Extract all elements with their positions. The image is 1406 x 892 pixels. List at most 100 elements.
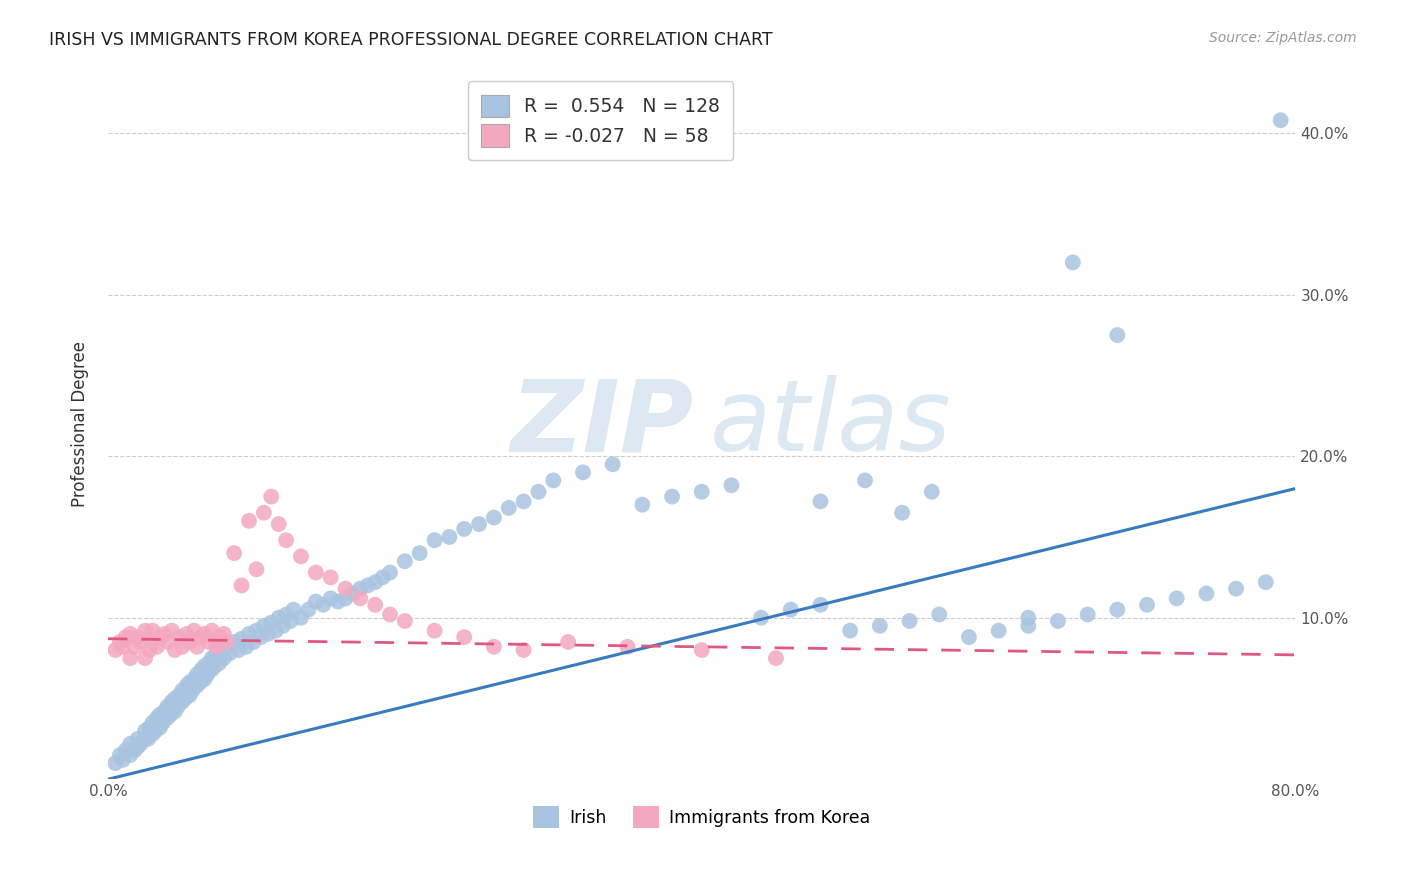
- Point: [186, 640, 208, 654]
- Point: [149, 630, 172, 644]
- Point: [190, 630, 212, 644]
- Point: [1270, 113, 1292, 128]
- Point: [167, 630, 190, 644]
- Point: [928, 607, 950, 622]
- Point: [205, 646, 228, 660]
- Point: [1107, 328, 1129, 343]
- Point: [267, 516, 290, 531]
- Point: [134, 624, 156, 638]
- Point: [134, 723, 156, 738]
- Point: [141, 715, 163, 730]
- Point: [364, 575, 387, 590]
- Point: [163, 691, 186, 706]
- Point: [349, 582, 371, 596]
- Point: [127, 630, 149, 644]
- Point: [160, 624, 183, 638]
- Point: [253, 619, 276, 633]
- Point: [557, 635, 579, 649]
- Point: [212, 651, 235, 665]
- Point: [238, 627, 260, 641]
- Point: [616, 640, 638, 654]
- Point: [267, 611, 290, 625]
- Point: [205, 640, 228, 654]
- Text: IRISH VS IMMIGRANTS FROM KOREA PROFESSIONAL DEGREE CORRELATION CHART: IRISH VS IMMIGRANTS FROM KOREA PROFESSIO…: [49, 31, 773, 49]
- Point: [810, 494, 832, 508]
- Point: [197, 667, 219, 681]
- Point: [1254, 575, 1277, 590]
- Point: [138, 643, 160, 657]
- Point: [1077, 607, 1099, 622]
- Text: ZIP: ZIP: [510, 376, 693, 473]
- Point: [921, 484, 943, 499]
- Point: [602, 457, 624, 471]
- Point: [839, 624, 862, 638]
- Point: [274, 607, 297, 622]
- Point: [179, 688, 201, 702]
- Point: [176, 679, 198, 693]
- Point: [319, 591, 342, 606]
- Point: [312, 598, 335, 612]
- Point: [174, 691, 197, 706]
- Text: atlas: atlas: [710, 376, 952, 473]
- Point: [260, 615, 283, 630]
- Point: [238, 514, 260, 528]
- Point: [869, 619, 891, 633]
- Point: [172, 640, 194, 654]
- Point: [153, 627, 176, 641]
- Point: [190, 662, 212, 676]
- Point: [198, 656, 221, 670]
- Point: [468, 516, 491, 531]
- Point: [810, 598, 832, 612]
- Point: [152, 715, 174, 730]
- Point: [224, 546, 246, 560]
- Point: [453, 630, 475, 644]
- Text: Source: ZipAtlas.com: Source: ZipAtlas.com: [1209, 31, 1357, 45]
- Point: [394, 614, 416, 628]
- Point: [166, 699, 188, 714]
- Point: [141, 727, 163, 741]
- Point: [231, 578, 253, 592]
- Point: [335, 582, 357, 596]
- Legend: Irish, Immigrants from Korea: Irish, Immigrants from Korea: [526, 799, 877, 835]
- Point: [204, 659, 226, 673]
- Point: [512, 643, 534, 657]
- Point: [149, 707, 172, 722]
- Y-axis label: Professional Degree: Professional Degree: [72, 341, 89, 507]
- Point: [957, 630, 980, 644]
- Point: [271, 619, 294, 633]
- Point: [423, 533, 446, 548]
- Point: [111, 640, 134, 654]
- Point: [127, 731, 149, 746]
- Point: [779, 602, 801, 616]
- Point: [335, 591, 357, 606]
- Point: [201, 624, 224, 638]
- Point: [218, 646, 240, 660]
- Point: [104, 643, 127, 657]
- Point: [163, 705, 186, 719]
- Point: [987, 624, 1010, 638]
- Point: [181, 683, 204, 698]
- Point: [453, 522, 475, 536]
- Point: [159, 707, 181, 722]
- Point: [305, 566, 328, 580]
- Point: [690, 643, 713, 657]
- Point: [193, 627, 215, 641]
- Point: [853, 474, 876, 488]
- Point: [439, 530, 461, 544]
- Point: [215, 640, 238, 654]
- Point: [319, 570, 342, 584]
- Point: [482, 510, 505, 524]
- Point: [260, 490, 283, 504]
- Point: [690, 484, 713, 499]
- Point: [283, 602, 305, 616]
- Point: [208, 630, 231, 644]
- Point: [297, 602, 319, 616]
- Point: [145, 723, 167, 738]
- Point: [1046, 614, 1069, 628]
- Point: [482, 640, 505, 654]
- Point: [201, 651, 224, 665]
- Point: [124, 640, 146, 654]
- Point: [114, 743, 136, 757]
- Point: [183, 624, 205, 638]
- Point: [198, 635, 221, 649]
